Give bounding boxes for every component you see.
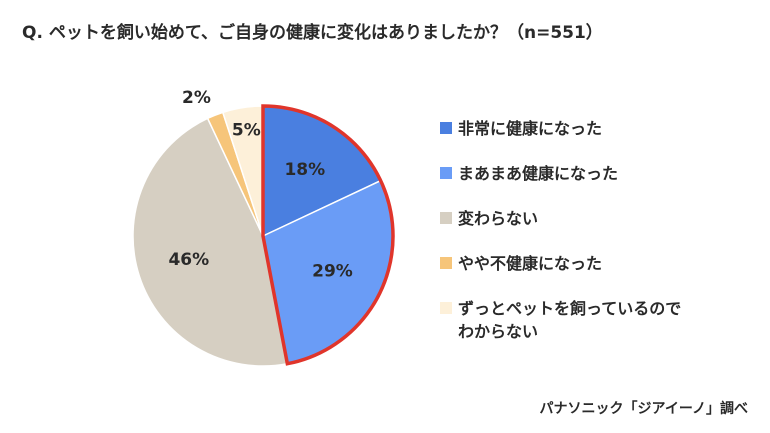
legend-item: 非常に健康になった (440, 117, 758, 140)
slice-label-4: 5% (232, 121, 261, 141)
legend-swatch-1 (440, 167, 452, 179)
legend-label-3: やや不健康になった (458, 254, 603, 273)
legend-swatch-4 (440, 302, 452, 314)
chart-title: Q. ペットを飼い始めて、ご自身の健康に変化はありましたか？（n=551） (22, 23, 603, 43)
legend-label-4: ずっとペットを飼っているので わからない (458, 299, 682, 341)
legend-label-2: 変わらない (458, 209, 539, 228)
legend-swatch-0 (440, 122, 452, 134)
legend-swatch-2 (440, 212, 452, 224)
slice-label-1: 29% (312, 261, 353, 281)
legend-item: ずっとペットを飼っているので わからない (440, 297, 758, 343)
pie-slice-2 (132, 117, 289, 367)
slice-label-2: 46% (168, 250, 209, 270)
legend-swatch-3 (440, 257, 452, 269)
pie-slices (132, 104, 395, 367)
slice-label-0: 18% (284, 160, 325, 180)
legend-label-1: まあまあ健康になった (458, 164, 619, 183)
pie-labels: 18% 29% 46% 2% 5% (168, 88, 352, 281)
legend: 非常に健康になった まあまあ健康になった 変わらない やや不健康になった ずっと… (440, 117, 758, 365)
source-note: パナソニック「ジアイーノ」調べ (539, 401, 748, 417)
legend-item: まあまあ健康になった (440, 162, 758, 185)
legend-item: 変わらない (440, 207, 758, 230)
highlight-outline (261, 104, 395, 366)
slice-label-3: 2% (182, 88, 211, 108)
legend-item: やや不健康になった (440, 252, 758, 275)
legend-label-0: 非常に健康になった (458, 119, 603, 138)
